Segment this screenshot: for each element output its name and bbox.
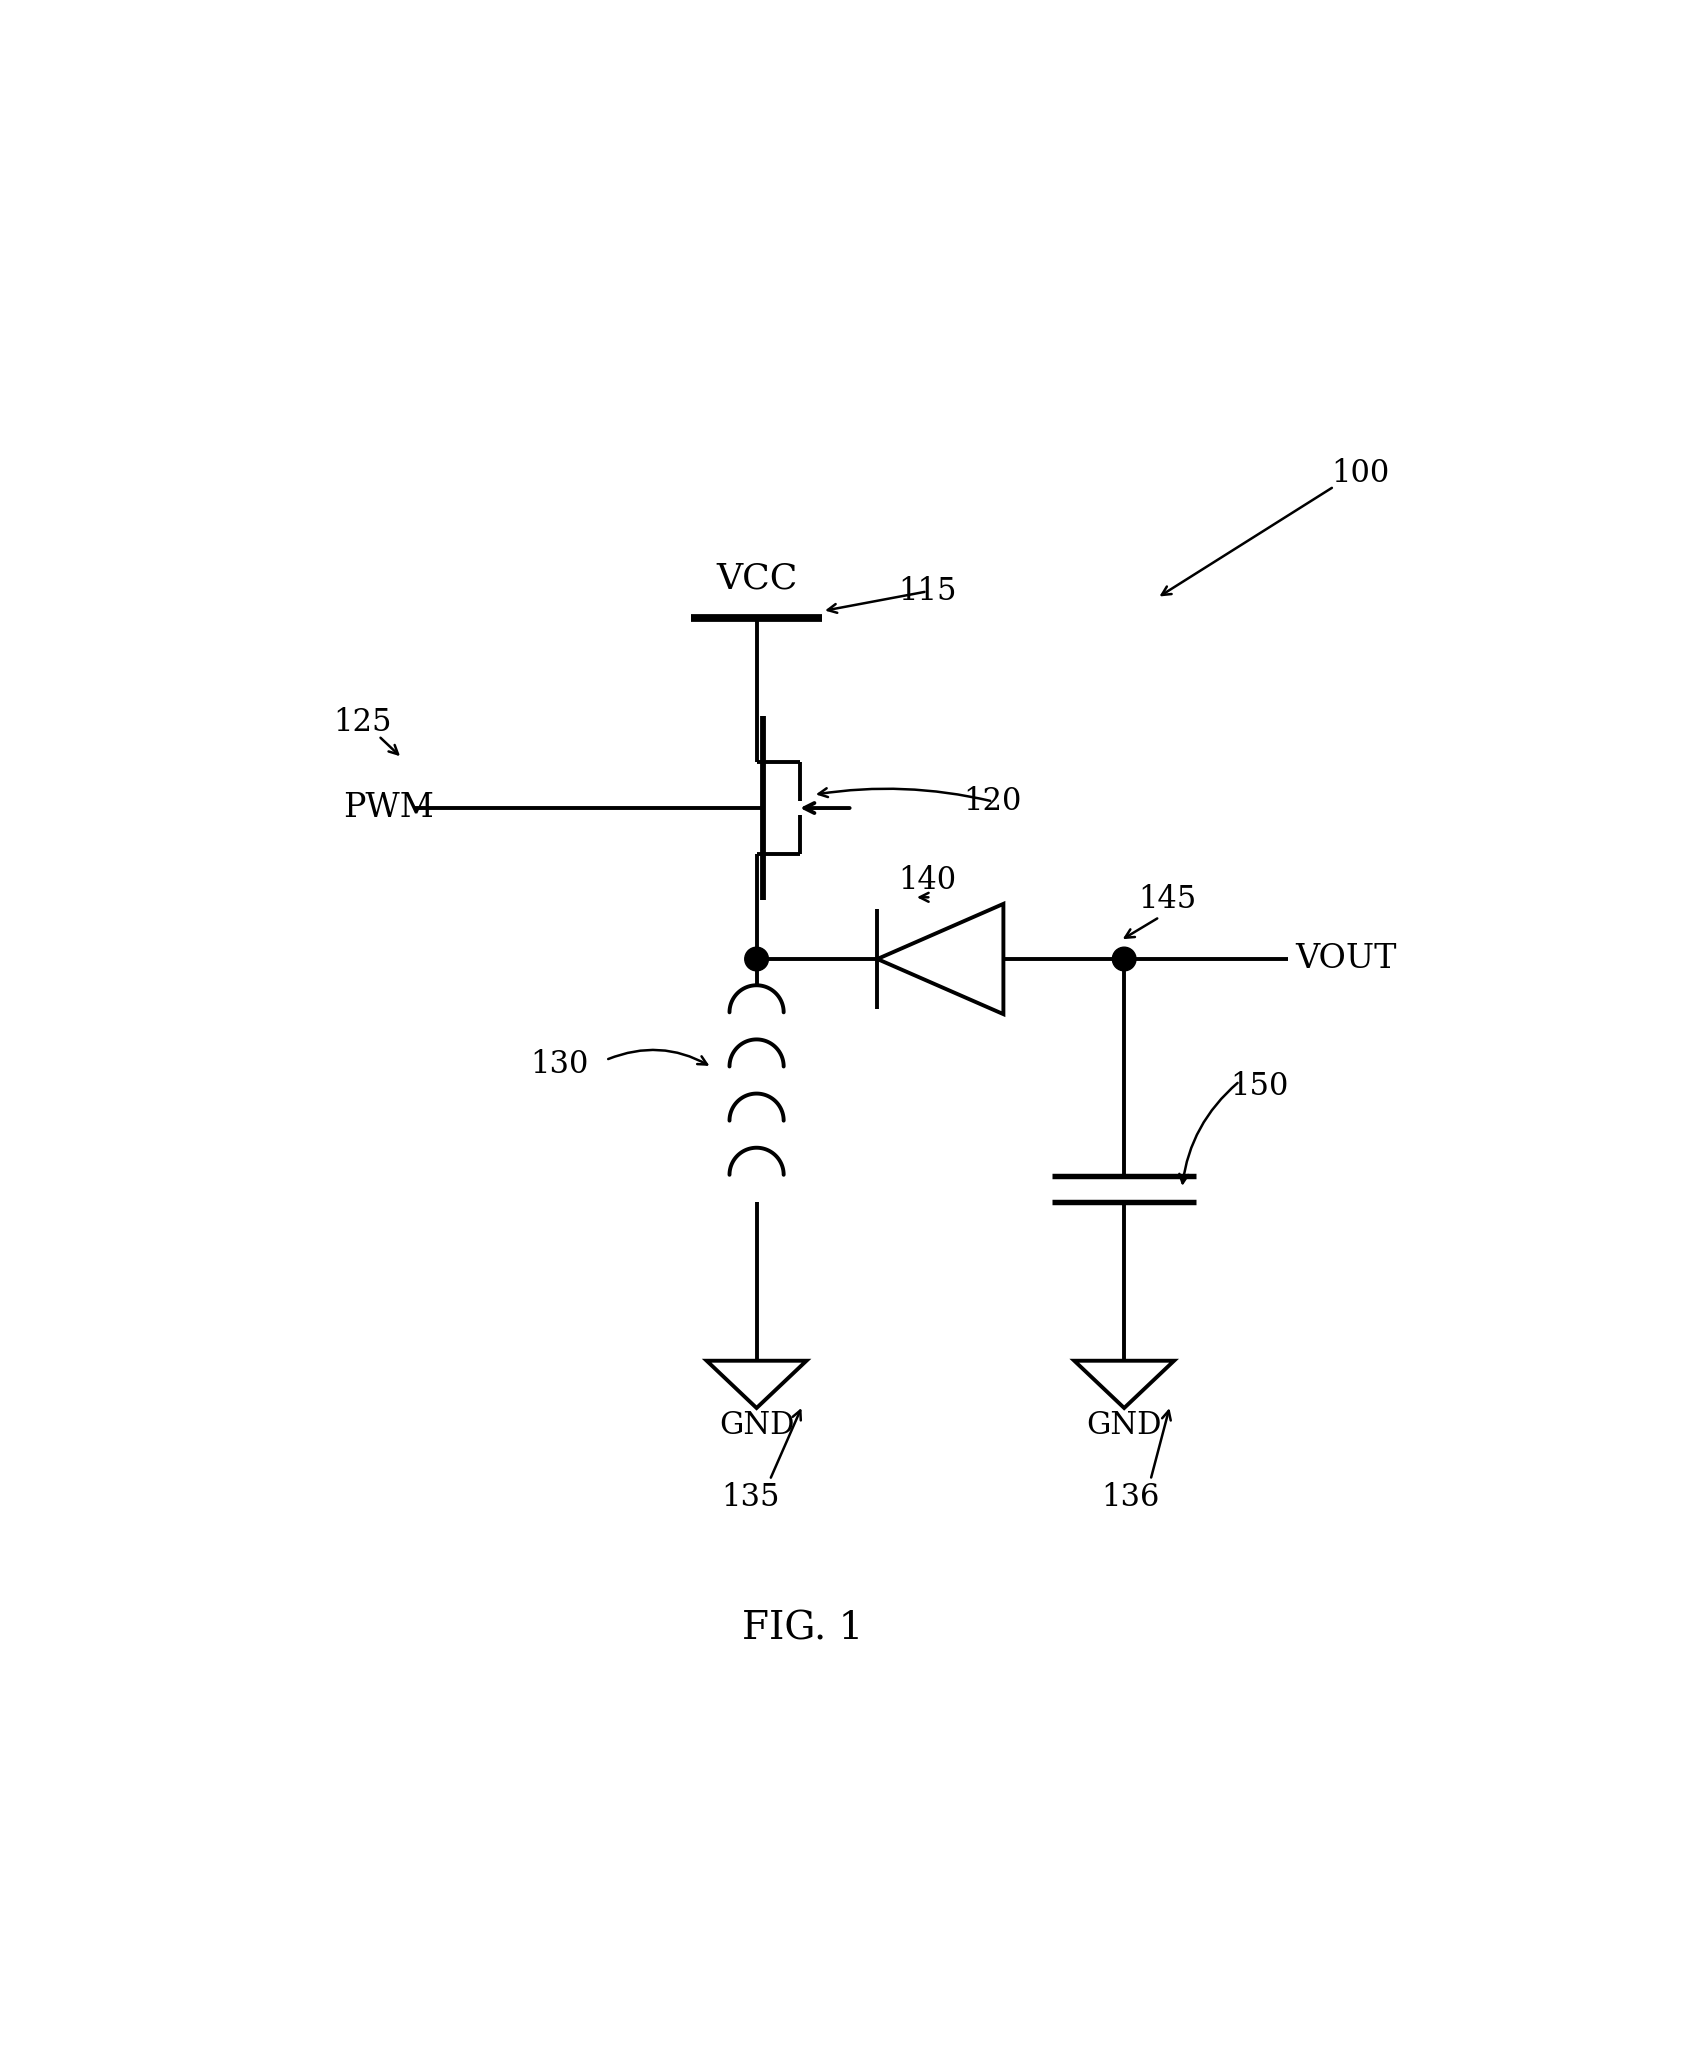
Text: 115: 115 [898,575,957,606]
Text: 140: 140 [898,864,957,895]
Text: GND: GND [1086,1410,1162,1441]
Text: 100: 100 [1331,457,1389,488]
Text: 120: 120 [964,786,1021,817]
Text: PWM: PWM [344,792,434,823]
Text: 125: 125 [334,707,391,738]
Text: 150: 150 [1230,1071,1289,1102]
Text: 135: 135 [720,1483,779,1514]
Circle shape [1113,947,1137,970]
Text: 136: 136 [1101,1483,1160,1514]
Text: GND: GND [718,1410,794,1441]
Text: VOUT: VOUT [1294,943,1396,974]
Text: VCC: VCC [717,560,798,596]
Text: FIG. 1: FIG. 1 [742,1611,864,1646]
Circle shape [745,947,769,970]
Text: 145: 145 [1138,885,1196,916]
Text: 130: 130 [530,1048,590,1079]
